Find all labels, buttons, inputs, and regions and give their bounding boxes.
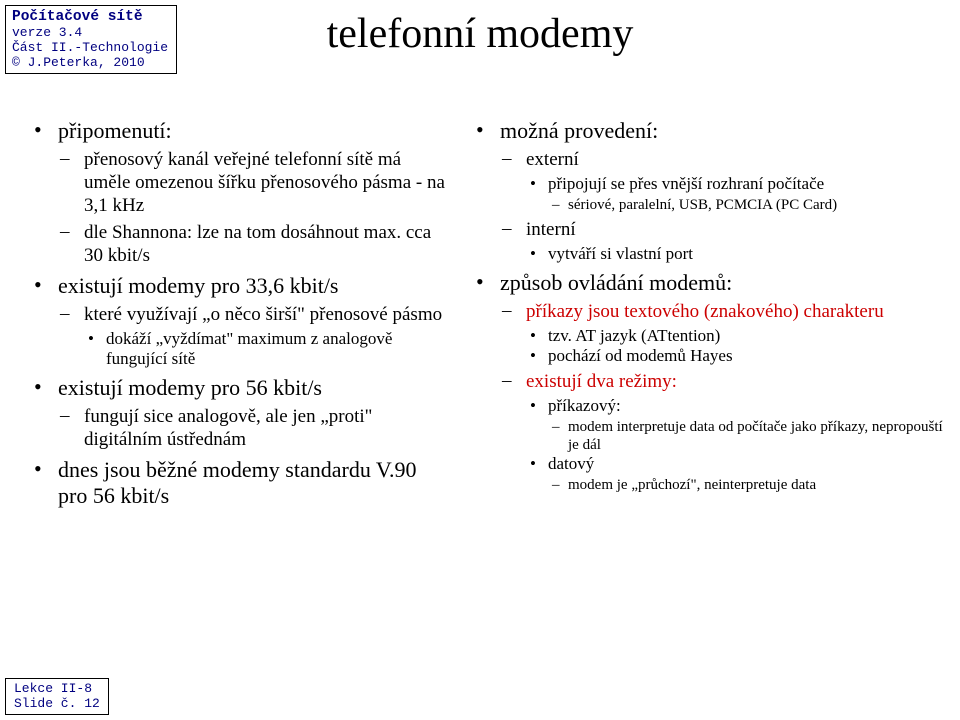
list-item: •vytváří si vlastní port [470,244,948,264]
bullet-icon: • [526,326,548,346]
footer-slide-num: Slide č. 12 [14,696,100,712]
list-item: •možná provedení:–externí•připojují se p… [470,118,948,264]
slide-title: telefonní modemy [0,10,960,58]
bullet-icon: – [500,300,526,322]
list-item-text: interní [526,218,576,241]
list-item: •tzv. AT jazyk (ATtention) [470,326,948,346]
bullet-icon: • [470,270,500,294]
list-item-text: příkazy jsou textového (znakového) chara… [526,300,884,323]
bullet-icon: – [58,148,84,170]
list-item: •existují modemy pro 33,6 kbit/s–které v… [28,273,450,369]
sublist: –externí•připojují se přes vnější rozhra… [470,148,948,264]
sublist: –které využívají „o něco širší" přenosov… [28,303,450,369]
list-item: •příkazový:–modem interpretuje data od p… [470,396,948,454]
list-item: –sériové, paralelní, USB, PCMCIA (PC Car… [470,196,948,214]
list-item: –interní •vytváří si vlastní port [470,218,948,264]
footer-meta-box: Lekce II-8 Slide č. 12 [5,678,109,715]
list-item-text: modem je „průchozí", neinterpretuje data [568,476,816,494]
list-item: •datový –modem je „průchozí", neinterpret… [470,454,948,494]
bullet-icon: • [28,118,58,142]
list-item: –které využívají „o něco širší" přenosov… [28,303,450,369]
list-item: •připojují se přes vnější rozhraní počít… [470,174,948,214]
list-item: •dokáží „vyždímat" maximum z analogově f… [28,329,450,369]
list-item: –dle Shannona: lze na tom dosáhnout max.… [28,221,450,267]
column-left: •připomenutí:–přenosový kanál veřejné te… [0,118,462,515]
sublist: –modem interpretuje data od počítače jak… [470,418,948,454]
list-item-text: dokáží „vyždímat" maximum z analogově fu… [106,329,450,369]
bullet-icon: – [548,196,568,214]
bullet-icon: • [28,457,58,481]
list-item-text: přenosový kanál veřejné telefonní sítě m… [84,148,450,217]
sublist: –příkazy jsou textového (znakového) char… [470,300,948,494]
list-item-text: dle Shannona: lze na tom dosáhnout max. … [84,221,450,267]
list-item: •dnes jsou běžné modemy standardu V.90 p… [28,457,450,509]
sublist: •příkazový:–modem interpretuje data od p… [470,396,948,494]
bullet-icon: • [526,174,548,194]
list-item: •pochází od modemů Hayes [470,346,948,366]
list-item-text: způsob ovládání modemů: [500,270,732,296]
list-item-text: možná provedení: [500,118,658,144]
sublist: •dokáží „vyždímat" maximum z analogově f… [28,329,450,369]
list-item-text: modem interpretuje data od počítače jako… [568,418,948,454]
list-item-text: připomenutí: [58,118,172,144]
sublist: •připojují se přes vnější rozhraní počít… [470,174,948,214]
bullet-icon: • [28,375,58,399]
list-item-text: datový [548,454,594,474]
bullet-icon: – [58,405,84,427]
bullet-icon: – [58,303,84,325]
list-item: –modem interpretuje data od počítače jak… [470,418,948,454]
bullet-icon: – [500,370,526,392]
slide-content: •připomenutí:–přenosový kanál veřejné te… [0,118,960,515]
sublist: –modem je „průchozí", neinterpretuje dat… [470,476,948,494]
list-item: •připomenutí: –přenosový kanál veřejné te… [28,118,450,267]
column-right: •možná provedení:–externí•připojují se p… [462,118,960,515]
bullet-icon: • [526,346,548,366]
bullet-icon: – [500,218,526,240]
bullet-icon: • [526,244,548,264]
bullet-icon: – [548,418,568,436]
bullet-icon: – [500,148,526,170]
list-item: •existují modemy pro 56 kbit/s –fungují s… [28,375,450,451]
footer-lesson: Lekce II-8 [14,681,100,697]
sublist: –sériové, paralelní, USB, PCMCIA (PC Car… [470,196,948,214]
bullet-icon: – [548,476,568,494]
bullet-icon: • [470,118,500,142]
list-item-text: sériové, paralelní, USB, PCMCIA (PC Card… [568,196,837,214]
bullet-list-right: •možná provedení:–externí•připojují se p… [470,118,948,494]
list-item-text: externí [526,148,579,171]
bullet-icon: • [84,329,106,349]
list-item: –přenosový kanál veřejné telefonní sítě … [28,148,450,217]
list-item-text: které využívají „o něco širší" přenosové… [84,303,442,326]
list-item: –příkazy jsou textového (znakového) char… [470,300,948,366]
bullet-icon: – [58,221,84,243]
bullet-icon: • [526,396,548,416]
sublist: –fungují sice analogově, ale jen „proti"… [28,405,450,451]
list-item: –externí•připojují se přes vnější rozhra… [470,148,948,214]
list-item-text: pochází od modemů Hayes [548,346,733,366]
list-item: –fungují sice analogově, ale jen „proti"… [28,405,450,451]
list-item: –modem je „průchozí", neinterpretuje dat… [470,476,948,494]
bullet-icon: • [28,273,58,297]
list-item-text: tzv. AT jazyk (ATtention) [548,326,720,346]
list-item-text: vytváří si vlastní port [548,244,693,264]
list-item-text: existují modemy pro 33,6 kbit/s [58,273,339,299]
list-item-text: existují dva režimy: [526,370,677,393]
list-item-text: příkazový: [548,396,621,416]
sublist: •vytváří si vlastní port [470,244,948,264]
list-item-text: existují modemy pro 56 kbit/s [58,375,322,401]
list-item-text: fungují sice analogově, ale jen „proti" … [84,405,450,451]
sublist: •tzv. AT jazyk (ATtention)•pochází od mo… [470,326,948,366]
list-item: –existují dva režimy:•příkazový:–modem i… [470,370,948,494]
bullet-icon: • [526,454,548,474]
bullet-list-left: •připomenutí:–přenosový kanál veřejné te… [28,118,450,509]
list-item-text: připojují se přes vnější rozhraní počíta… [548,174,824,194]
list-item-text: dnes jsou běžné modemy standardu V.90 pr… [58,457,450,509]
list-item: •způsob ovládání modemů:–příkazy jsou te… [470,270,948,494]
sublist: –přenosový kanál veřejné telefonní sítě … [28,148,450,267]
